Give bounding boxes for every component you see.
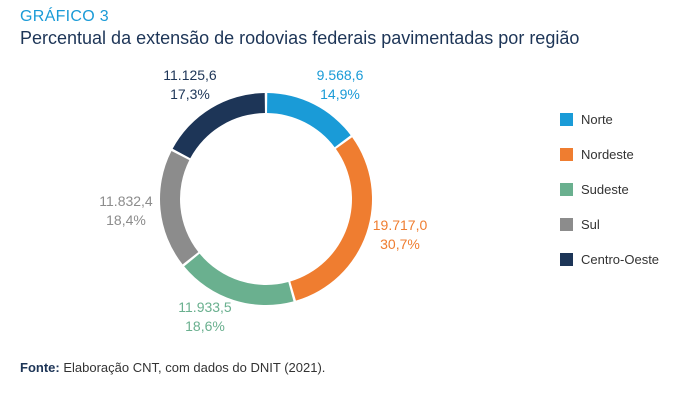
slice-sul — [160, 151, 199, 265]
slice-value-label: 11.125,6 — [163, 67, 217, 83]
legend-label: Centro-Oeste — [581, 251, 660, 267]
slice-labels: 9.568,6 14,9% 19.717,0 30,7% 11.933,5 18,6% 11… — [99, 67, 427, 334]
legend-item: Centro-Oeste — [560, 250, 659, 268]
legend-swatch — [560, 112, 573, 126]
legend: Norte Nordeste Sudeste Sul Centro-Oeste — [560, 110, 659, 285]
legend-item: Sudeste — [560, 180, 659, 198]
slice-value-label: 9.568,6 — [317, 67, 364, 83]
slice-centro-oeste — [172, 93, 265, 159]
slice-percent-label: 30,7% — [380, 236, 420, 252]
legend-item: Sul — [560, 215, 659, 233]
slice-value-label: 19.717,0 — [373, 217, 428, 233]
legend-label: Norte — [581, 111, 613, 127]
legend-swatch — [560, 147, 573, 161]
legend-swatch — [560, 252, 573, 266]
slice-nordeste — [290, 137, 373, 301]
source-text: Elaboração CNT, com dados do DNIT (2021)… — [59, 360, 326, 375]
source-prefix: Fonte: — [20, 360, 60, 375]
legend-swatch — [560, 182, 573, 196]
slice-percent-label: 14,9% — [320, 86, 360, 102]
slice-value-label: 11.832,4 — [99, 193, 153, 209]
slice-sudeste — [184, 253, 294, 305]
slice-percent-label: 18,6% — [185, 318, 225, 334]
chart-number: GRÁFICO 3 — [20, 8, 109, 25]
slice-percent-label: 17,3% — [170, 86, 210, 102]
legend-swatch — [560, 217, 573, 231]
slice-percent-label: 18,4% — [106, 212, 146, 228]
slice-value-label: 11.933,5 — [178, 299, 232, 315]
legend-label: Nordeste — [581, 146, 634, 162]
chart-title: Percentual da extensão de rodovias feder… — [20, 28, 580, 48]
donut-slices — [160, 93, 373, 305]
slice-norte — [267, 93, 351, 148]
legend-label: Sudeste — [581, 181, 629, 197]
source-note: Fonte: Elaboração CNT, com dados do DNIT… — [20, 360, 325, 375]
legend-label: Sul — [581, 216, 600, 232]
legend-item: Nordeste — [560, 145, 659, 163]
legend-item: Norte — [560, 110, 659, 128]
